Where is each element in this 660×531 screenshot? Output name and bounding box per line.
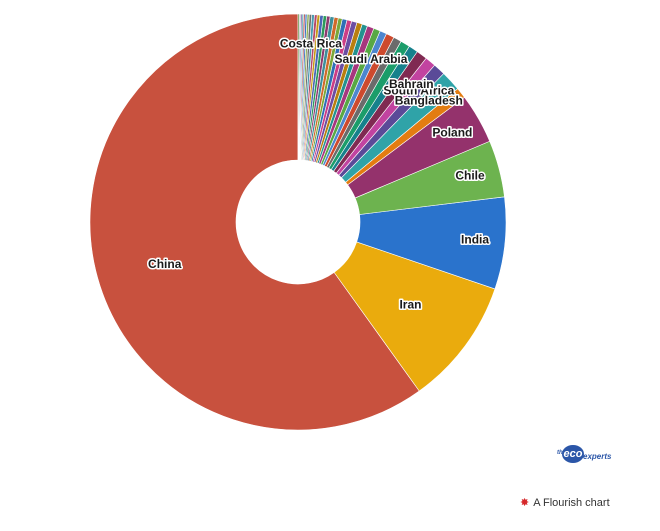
flourish-credit-link[interactable]: ✸ A Flourish chart bbox=[520, 497, 610, 509]
donut-hole bbox=[236, 160, 360, 284]
donut-slices bbox=[89, 13, 507, 431]
eco-logo-eco: eco bbox=[562, 445, 584, 463]
slice-label-china: China bbox=[148, 257, 182, 271]
eco-logo-experts: experts bbox=[583, 452, 612, 461]
slice-label-saudi-arabia: Saudi Arabia bbox=[335, 52, 408, 66]
slice-labels: China Iran India Chile Poland BangladeshSouth… bbox=[147, 35, 491, 313]
slice-label-bangladesh: Bangladesh bbox=[395, 93, 463, 107]
eco-experts-logo: the eco experts bbox=[556, 445, 612, 472]
slice-label-india: India bbox=[461, 233, 489, 247]
slice-label-bahrain: Bahrain bbox=[389, 77, 434, 91]
slice-label-poland: Poland bbox=[432, 126, 472, 140]
flourish-credit-text: A Flourish chart bbox=[533, 497, 610, 509]
flourish-starburst-icon: ✸ bbox=[520, 496, 530, 509]
slice-label-south-africa: South Africa bbox=[383, 83, 454, 97]
slice-label-chile: Chile bbox=[455, 168, 485, 182]
slice-label-iran: Iran bbox=[399, 298, 421, 312]
eco-logo-the: the bbox=[557, 450, 566, 456]
slice-label-costa-rica: Costa Rica bbox=[280, 37, 342, 51]
